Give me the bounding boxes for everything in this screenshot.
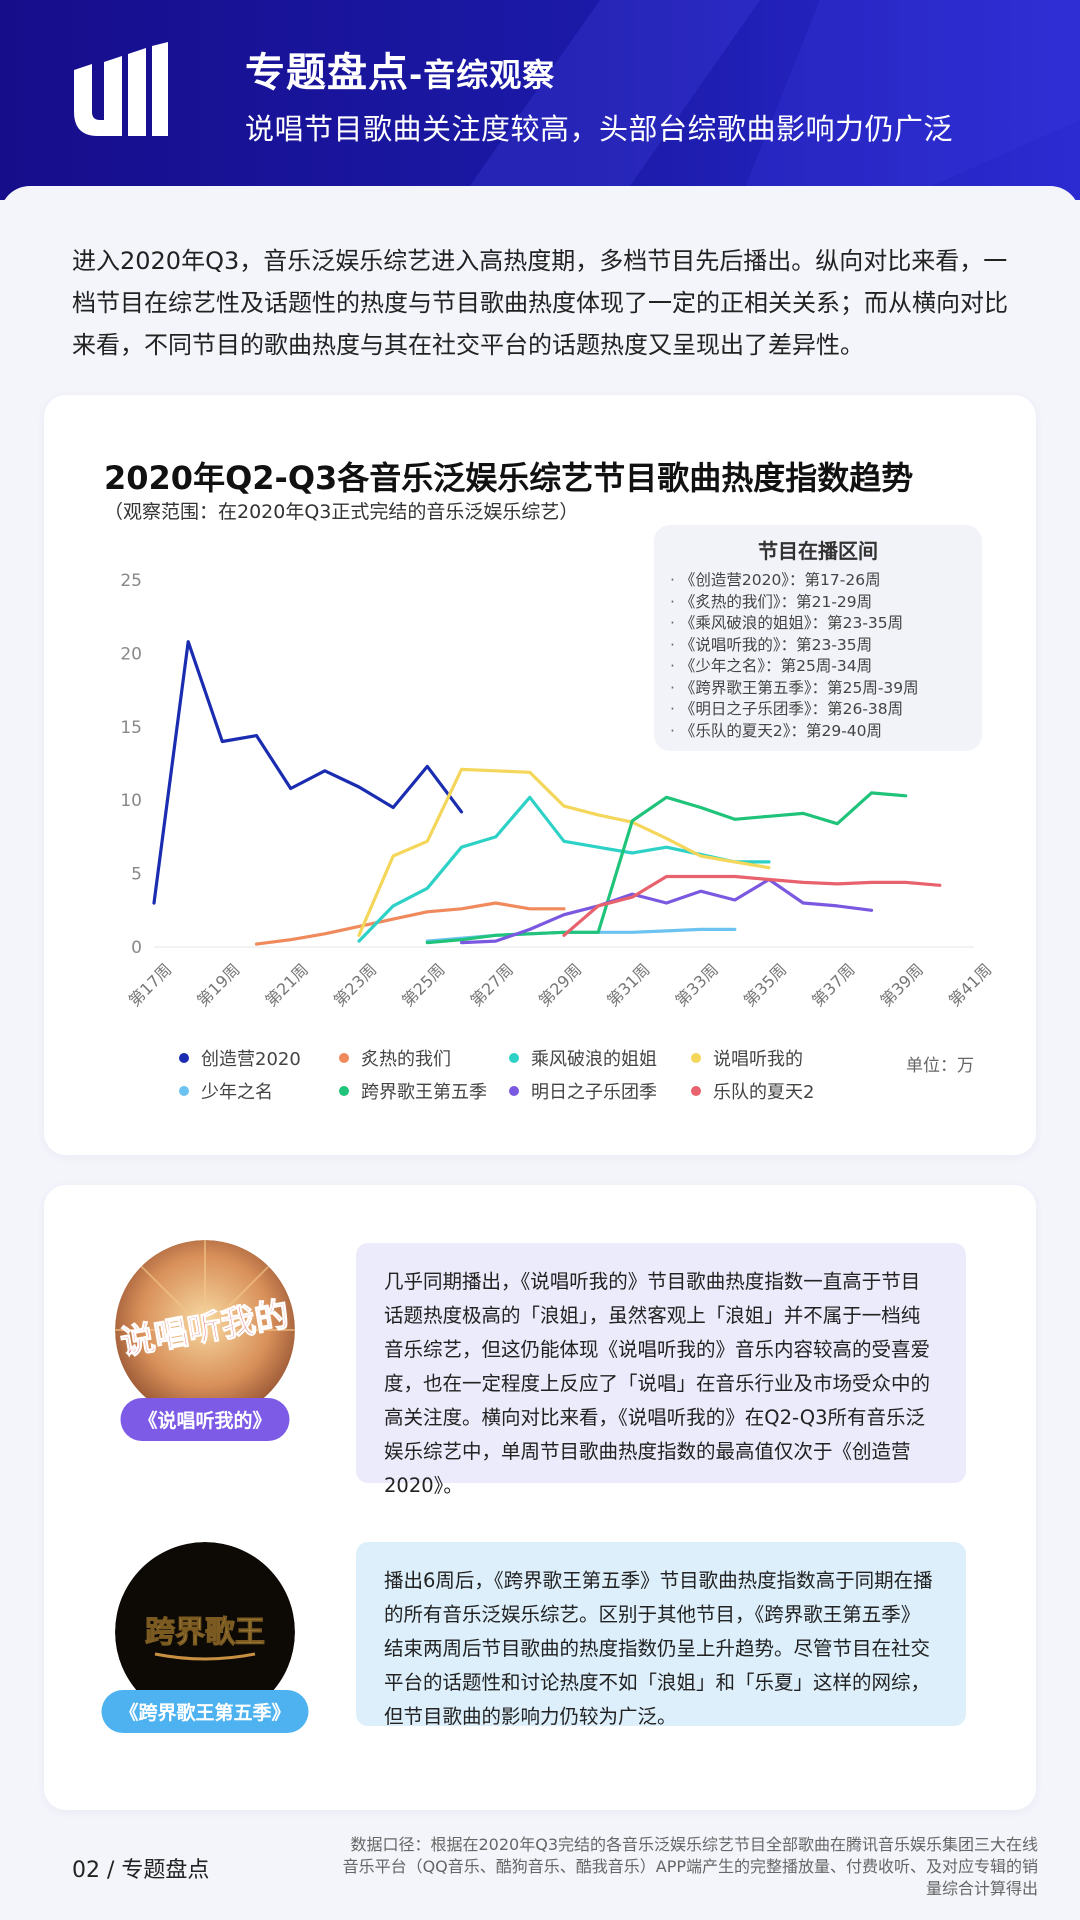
- show-badge-rap: 说唱听我的 《说唱听我的》: [110, 1240, 300, 1441]
- unit-label: 单位：万: [906, 1056, 974, 1076]
- show-badge-crossover: 跨界歌王 《跨界歌王第五季》: [101, 1542, 309, 1733]
- series-line-2: [357, 795, 771, 943]
- show-pill-rap: 《说唱听我的》: [120, 1398, 290, 1441]
- page-subtitle: 说唱节目歌曲关注度较高，头部台综歌曲影响力仍广泛: [245, 112, 954, 146]
- x-tick-label: 第27周: [467, 960, 517, 1010]
- x-tick-label: 第39周: [877, 960, 927, 1010]
- series-line-5: [425, 791, 908, 945]
- y-tick-label: 5: [131, 865, 142, 885]
- show-pill-crossover: 《跨界歌王第五季》: [101, 1690, 309, 1733]
- schedule-title: 节目在播区间: [758, 539, 878, 563]
- header-banner: 专题盘点-音综观察 说唱节目歌曲关注度较高，头部台综歌曲影响力仍广泛: [0, 0, 1080, 200]
- series-line-7: [562, 874, 942, 937]
- legend-item: 少年之名: [179, 1078, 273, 1104]
- schedule-item: 《炙热的我们》：第21-29周: [670, 592, 982, 614]
- legend-dot: [179, 1053, 189, 1063]
- x-tick-label: 第33周: [672, 960, 722, 1010]
- x-tick-label: 第41周: [945, 960, 995, 1010]
- x-tick-label: 第29周: [535, 960, 585, 1010]
- legend-dot: [509, 1053, 519, 1063]
- x-tick-label: 第17周: [125, 960, 175, 1010]
- legend-label: 创造营2020: [201, 1049, 301, 1070]
- legend-label: 炙热的我们: [361, 1049, 451, 1070]
- chart-card: 2020年Q2-Q3各音乐泛娱乐综艺节目歌曲热度指数趋势 （观察范围：在2020…: [44, 395, 1036, 1155]
- legend-label: 乐队的夏天2: [713, 1082, 815, 1103]
- y-tick-label: 0: [131, 938, 142, 958]
- legend-item: 创造营2020: [179, 1045, 301, 1071]
- page-number: 02 / 专题盘点: [72, 1858, 210, 1883]
- brand-logo-icon: [74, 42, 168, 136]
- legend-item: 明日之子乐团季: [509, 1078, 657, 1104]
- chart-subtitle: （观察范围：在2020年Q3正式完结的音乐泛娱乐综艺）: [104, 501, 579, 523]
- legend-dot: [691, 1053, 701, 1063]
- schedule-item: 《创造营2020》：第17-26周: [670, 570, 982, 592]
- legend-dot: [691, 1086, 701, 1096]
- schedule-item: 《乐队的夏天2》：第29-40周: [670, 721, 982, 743]
- y-tick-label: 25: [120, 571, 142, 591]
- x-tick-label: 第35周: [740, 960, 790, 1010]
- legend-dot: [509, 1086, 519, 1096]
- x-tick-label: 第19周: [193, 960, 243, 1010]
- schedule-item: 《跨界歌王第五季》：第25周-39周: [670, 678, 982, 700]
- x-tick-label: 第25周: [398, 960, 448, 1010]
- schedule-box: 节目在播区间 《创造营2020》：第17-26周《炙热的我们》：第21-29周《…: [654, 525, 982, 751]
- legend-label: 跨界歌王第五季: [361, 1082, 487, 1103]
- chart-title: 2020年Q2-Q3各音乐泛娱乐综艺节目歌曲热度指数趋势: [104, 459, 914, 497]
- series-line-0: [152, 640, 464, 905]
- x-tick-label: 第21周: [262, 960, 312, 1010]
- series-line-1: [254, 901, 566, 946]
- series-line-6: [459, 877, 874, 945]
- legend-label: 说唱听我的: [713, 1049, 803, 1070]
- legend-item: 炙热的我们: [339, 1045, 451, 1071]
- y-tick-label: 20: [120, 644, 142, 664]
- legend-item: 跨界歌王第五季: [339, 1078, 487, 1104]
- header-decoration: [460, 0, 1080, 200]
- legend-dot: [339, 1053, 349, 1063]
- schedule-item: 《说唱听我的》：第23-35周: [670, 635, 982, 657]
- legend-item: 乐队的夏天2: [691, 1078, 814, 1104]
- data-source-note: 数据口径：根据在2020年Q3完结的各音乐泛娱乐综艺节目全部歌曲在腾讯音乐娱乐集…: [342, 1835, 1038, 1898]
- legend-dot: [179, 1086, 189, 1096]
- commentary-rap: 几乎同期播出，《说唱听我的》节目歌曲热度指数一直高于节目话题热度极高的「浪姐」，…: [356, 1243, 966, 1497]
- schedule-item: 《明日之子乐团季》：第26-38周: [670, 699, 982, 721]
- schedule-item: 《乘风破浪的姐姐》：第23-35周: [670, 613, 982, 635]
- page-title: 专题盘点-音综观察: [245, 50, 556, 96]
- schedule-list: 《创造营2020》：第17-26周《炙热的我们》：第21-29周《乘风破浪的姐姐…: [670, 570, 982, 742]
- schedule-item: 《少年之名》：第25周-34周: [670, 656, 982, 678]
- commentary-card: 说唱听我的 《说唱听我的》 几乎同期播出，《说唱听我的》节目歌曲热度指数一直高于…: [44, 1185, 1036, 1810]
- legend-label: 乘风破浪的姐姐: [531, 1049, 657, 1070]
- y-tick-label: 10: [120, 791, 142, 811]
- rap-show-logo: 说唱听我的: [115, 1240, 295, 1420]
- series-line-3: [357, 767, 771, 937]
- commentary-crossover: 播出6周后，《跨界歌王第五季》节目歌曲热度指数高于同期在播的所有音乐泛娱乐综艺。…: [356, 1542, 966, 1728]
- intro-paragraph: 进入2020年Q3，音乐泛娱乐综艺进入高热度期，多档节目先后播出。纵向对比来看，…: [72, 247, 1008, 359]
- legend-dot: [339, 1086, 349, 1096]
- x-tick-label: 第23周: [330, 960, 380, 1010]
- legend-item: 说唱听我的: [691, 1045, 803, 1071]
- legend-label: 少年之名: [201, 1082, 273, 1103]
- y-tick-label: 15: [120, 718, 142, 738]
- legend-item: 乘风破浪的姐姐: [509, 1045, 657, 1071]
- crossover-show-logo: 跨界歌王: [115, 1542, 295, 1722]
- x-tick-label: 第31周: [603, 960, 653, 1010]
- x-tick-label: 第37周: [808, 960, 858, 1010]
- legend-label: 明日之子乐团季: [531, 1082, 657, 1103]
- crossover-logo-text: 跨界歌王: [145, 1615, 265, 1650]
